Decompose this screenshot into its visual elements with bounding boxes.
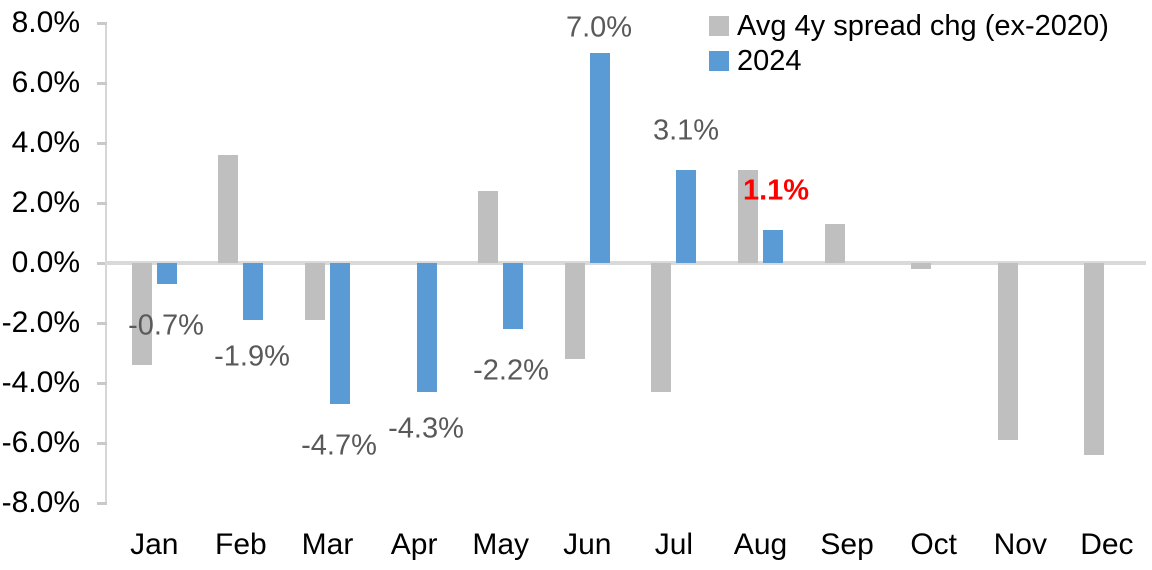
- bar-2024-jul: [676, 170, 697, 263]
- bar-2024-jun: [589, 53, 610, 263]
- y-axis-tick: [97, 81, 107, 85]
- bar-avg-feb: [218, 155, 239, 263]
- legend-item-avg-4y-spread: Avg 4y spread chg (ex-2020): [709, 9, 1109, 42]
- x-axis-label-feb: Feb: [215, 528, 267, 561]
- legend: Avg 4y spread chg (ex-2020) 2024: [709, 9, 1109, 77]
- x-axis-label-jul: Jul: [654, 528, 694, 561]
- bar-2024-may: [503, 263, 524, 329]
- data-label: -0.7%: [128, 309, 204, 342]
- legend-label-avg-4y-spread: Avg 4y spread chg (ex-2020): [737, 9, 1109, 42]
- x-axis-label-apr: Apr: [390, 528, 438, 561]
- bar-2024-aug: [763, 230, 783, 263]
- y-axis-tick-label: -2.0%: [1, 306, 80, 339]
- x-axis-label-may: May: [472, 528, 530, 561]
- bar-avg-jun: [564, 263, 585, 359]
- data-label: -1.9%: [214, 340, 290, 373]
- y-axis-tick: [97, 141, 107, 145]
- y-axis-tick-label: 2.0%: [11, 186, 80, 219]
- data-label: 3.1%: [652, 114, 720, 147]
- y-axis-tick: [97, 261, 107, 265]
- bar-avg-aug: [738, 170, 758, 263]
- x-axis-label-oct: Oct: [910, 528, 958, 561]
- x-axis-label-mar: Mar: [301, 528, 354, 561]
- x-axis-label-jan: Jan: [130, 528, 179, 561]
- bar-avg-oct: [911, 263, 932, 269]
- bar-2024-feb: [243, 263, 264, 320]
- y-axis-tick: [97, 441, 107, 445]
- zero-line: [105, 261, 1146, 265]
- bar-2024-apr: [416, 263, 437, 392]
- x-axis-label-dec: Dec: [1080, 528, 1134, 561]
- legend-swatch-gray: [709, 16, 729, 36]
- y-axis-tick-label: 6.0%: [11, 66, 80, 99]
- y-axis-tick-label: -8.0%: [1, 486, 80, 519]
- legend-label-2024: 2024: [737, 44, 802, 77]
- y-axis-tick: [97, 201, 107, 205]
- data-label: 1.1%: [742, 174, 810, 207]
- y-axis-tick-label: -6.0%: [1, 426, 80, 459]
- y-axis-tick-label: 4.0%: [11, 126, 80, 159]
- bar-2024-jan: [156, 263, 177, 284]
- y-axis-tick: [97, 501, 107, 505]
- y-axis-tick: [97, 21, 107, 25]
- bar-avg-dec: [1084, 263, 1105, 455]
- bar-avg-jan: [131, 263, 152, 365]
- y-axis-tick: [97, 381, 107, 385]
- bar-avg-may: [478, 191, 499, 263]
- data-label: -2.2%: [473, 354, 549, 387]
- bar-avg-sep: [824, 224, 845, 263]
- data-label: 7.0%: [565, 11, 633, 44]
- x-axis-label-sep: Sep: [820, 528, 874, 561]
- bar-avg-nov: [997, 263, 1018, 440]
- y-axis-tick-label: 8.0%: [11, 6, 80, 39]
- data-label: -4.3%: [388, 412, 464, 445]
- data-label: -4.7%: [301, 429, 377, 462]
- x-axis-label-nov: Nov: [993, 528, 1047, 561]
- bar-2024-mar: [330, 263, 350, 404]
- legend-swatch-blue: [709, 51, 729, 71]
- y-axis-tick-label: -4.0%: [1, 366, 80, 399]
- y-axis-tick-label: 0.0%: [11, 246, 80, 279]
- y-axis-tick: [97, 321, 107, 325]
- x-axis-label-aug: Aug: [733, 528, 788, 561]
- legend-item-2024: 2024: [709, 44, 1109, 77]
- x-axis-label-jun: Jun: [563, 528, 612, 561]
- bar-avg-mar: [305, 263, 325, 320]
- bar-avg-jul: [651, 263, 672, 392]
